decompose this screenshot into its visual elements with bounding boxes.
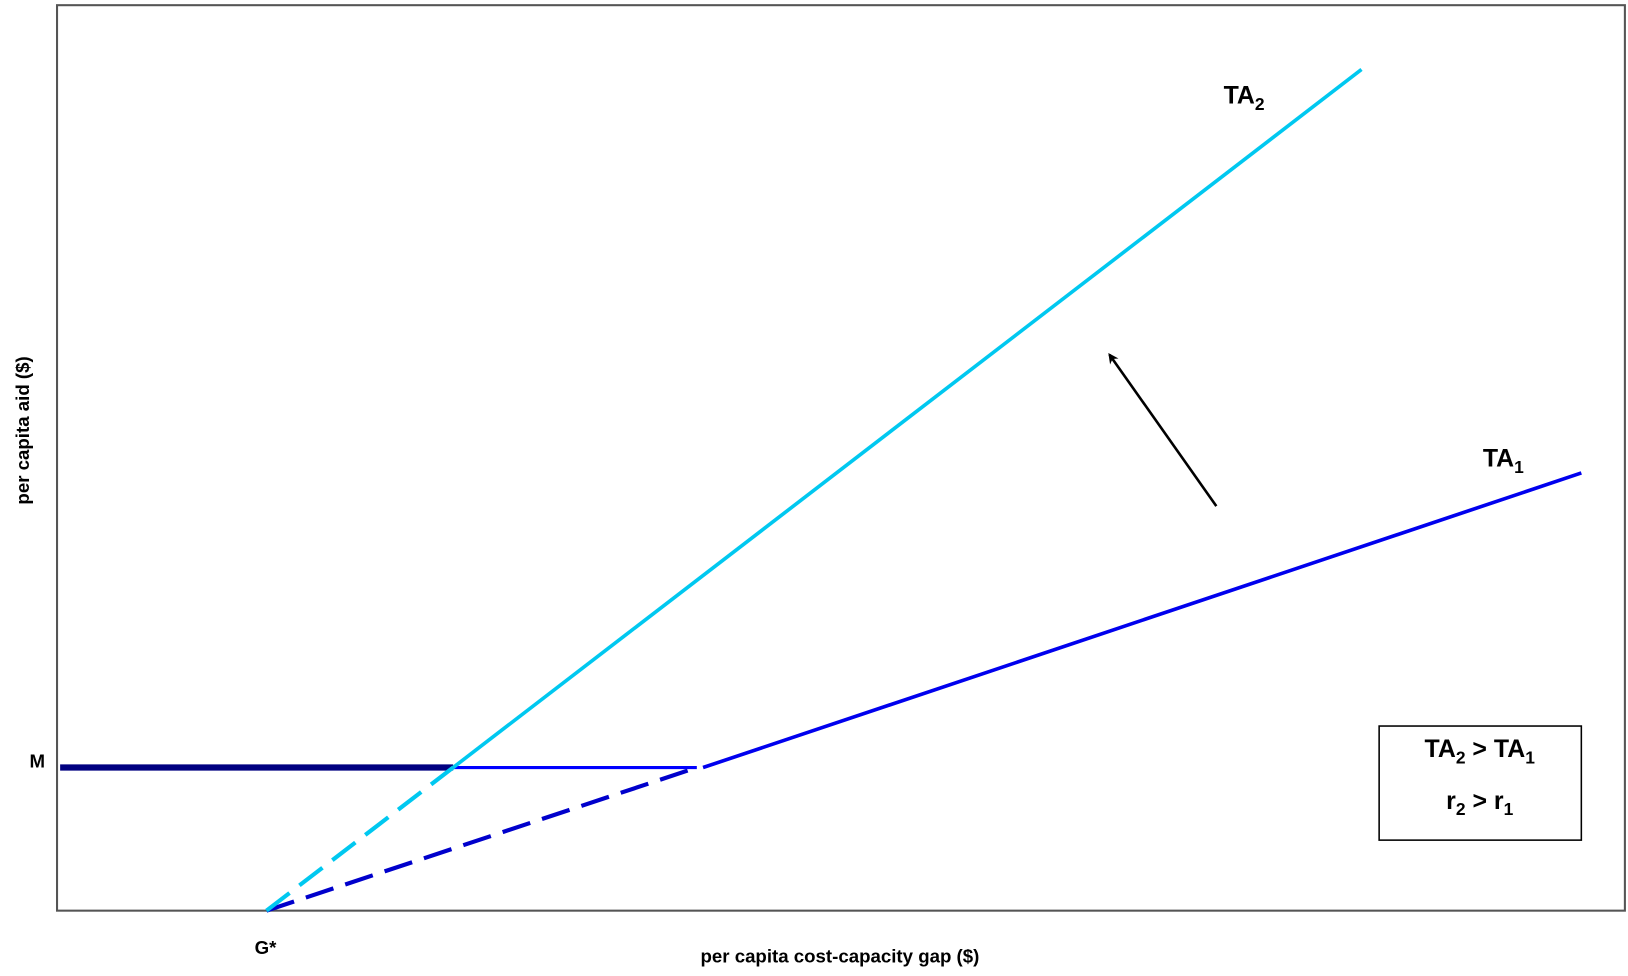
legend-sub: 2 (1456, 747, 1466, 767)
ta2-dashed (265, 765, 455, 913)
ta2-label: TA2 (1224, 82, 1265, 114)
y-axis-label: per capita aid ($) (12, 356, 33, 504)
legend-main: r (1446, 787, 1456, 815)
ta1-sub: 1 (1514, 457, 1524, 477)
legend-row: r2 > r1 (1446, 787, 1513, 819)
ta2-sub: 2 (1255, 94, 1265, 114)
legend-sub: 2 (1456, 799, 1466, 819)
g-star-label: G* (255, 937, 278, 958)
legend-sub: 1 (1525, 747, 1535, 767)
x-axis-label: per capita cost-capacity gap ($) (700, 946, 979, 967)
legend-sub: 1 (1504, 799, 1514, 819)
ta1-dashed (265, 765, 698, 913)
ta1-line (702, 471, 1582, 770)
m-label: M (30, 751, 46, 772)
shift-arrow (1108, 353, 1218, 507)
plot-frame (55, 4, 1626, 912)
legend-row: TA2 > TA1 (1425, 735, 1536, 767)
legend-box (1378, 725, 1583, 841)
ta2-main: TA (1224, 82, 1255, 110)
ta2-line (452, 68, 1363, 769)
legend-main: > TA (1466, 735, 1526, 763)
legend-main: > r (1466, 787, 1504, 815)
legend-main: TA (1425, 735, 1456, 763)
ta1-main: TA (1483, 445, 1514, 473)
ta1-label: TA1 (1483, 445, 1524, 477)
